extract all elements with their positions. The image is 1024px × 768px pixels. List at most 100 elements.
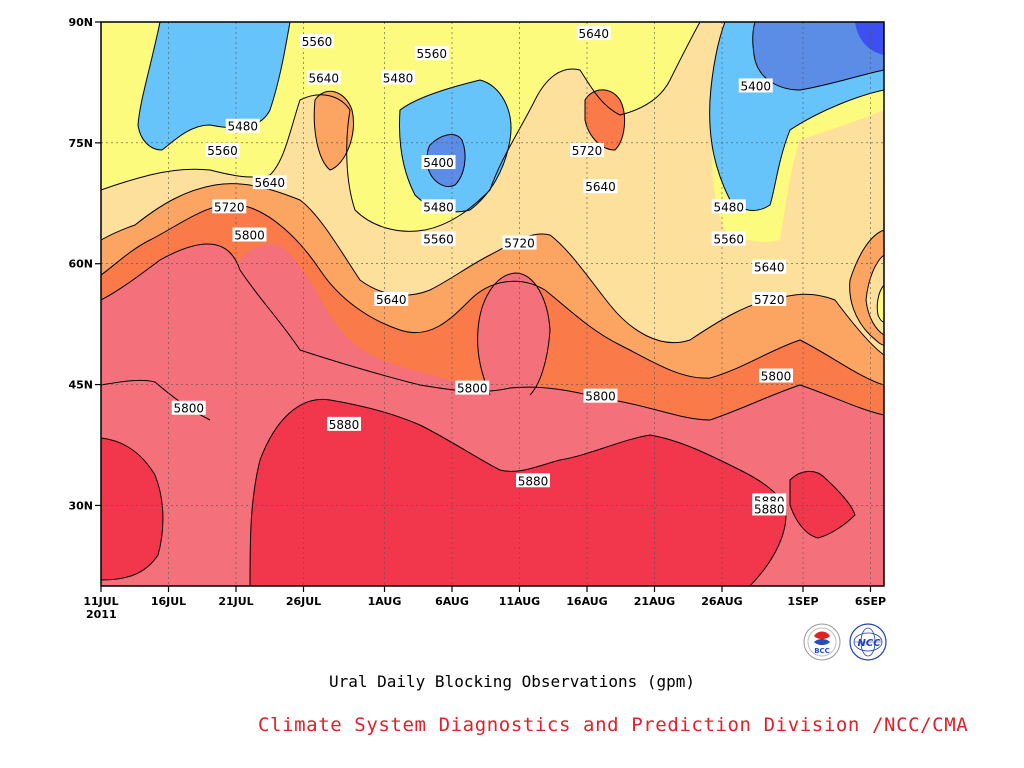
y-tick-label: 30N: [68, 499, 93, 512]
contour-5880-left: [100, 437, 164, 581]
y-tick-label: 45N: [68, 379, 93, 392]
contour-label-box: [583, 179, 618, 194]
contour-5480-a: [137, 21, 291, 151]
contour-label: 5640: [576, 26, 611, 41]
contour-label-box: [576, 26, 611, 41]
x-tick-label: 26JUL: [286, 595, 321, 608]
contour-label-text: 5640: [254, 176, 285, 190]
contour-label: 5400: [421, 155, 456, 170]
contour-label-box: [759, 368, 793, 383]
contour-label: 5400: [738, 78, 773, 93]
band-5400-5480-c: [752, 22, 884, 90]
x-tick-label: 6SEP: [855, 595, 886, 608]
contour-label: 5640: [583, 179, 618, 194]
contour-label-text: 5640: [578, 27, 609, 41]
band-5880-tongue: [477, 273, 550, 395]
y-tick-label: 60N: [68, 258, 93, 271]
contour-label: 5560: [300, 34, 334, 49]
bcc-logo-text: BCC: [814, 647, 830, 655]
contour-5880-tongue: [477, 272, 551, 396]
contour-label: 5560: [205, 142, 240, 158]
contour-label-box: [327, 416, 361, 431]
contour-label-text: 5480: [423, 200, 454, 214]
x-tick-label: 11AUG: [499, 595, 540, 608]
contour-label: 5480: [225, 118, 260, 134]
contour-label-box: [421, 231, 456, 246]
band-5480-5560-a: [138, 22, 290, 150]
contour-label-box: [252, 175, 287, 190]
contour-label: 5880: [516, 473, 550, 488]
contour-label: 5640: [306, 70, 341, 85]
contour-label-box: [414, 46, 449, 61]
contour-label-text: 5560: [713, 233, 744, 247]
x-tick-label: 26AUG: [701, 595, 742, 608]
contour-5800-isle: [584, 89, 626, 151]
contour-label-text: 5800: [173, 402, 204, 416]
contour-label-text: 5800: [761, 370, 792, 384]
contour-label-text: 5880: [329, 418, 360, 432]
band-above-5880: [250, 399, 786, 586]
contour-label: 5720: [570, 142, 604, 158]
contour-label-box: [381, 70, 415, 85]
contour-label: 5720: [212, 199, 247, 214]
contour-label-text: 5880: [754, 502, 785, 516]
contour-label-box: [455, 380, 490, 395]
grid: [101, 22, 884, 586]
contour-label: 5640: [752, 259, 787, 275]
x-year-label: 2011: [86, 608, 117, 621]
contour-label-box: [711, 231, 746, 246]
chart-caption: Ural Daily Blocking Observations (gpm): [328, 672, 696, 691]
contour-label-box: [171, 400, 206, 415]
contour-label-text: 5480: [227, 120, 258, 134]
contour-label-text: 5560: [207, 144, 238, 158]
contour-label-box: [300, 34, 334, 49]
contour-label: 5480: [711, 199, 746, 214]
contour-label: 5480: [421, 199, 456, 214]
contour-label-box: [306, 70, 341, 85]
contour-label-box: [516, 473, 550, 488]
contour-label-box: [205, 142, 240, 157]
contour-label-box: [738, 78, 773, 93]
contour-label-box: [502, 235, 537, 250]
contour-label-text: 5800: [457, 382, 488, 396]
x-tick-label: 1SEP: [787, 595, 818, 608]
contour-label-text: 5400: [740, 79, 771, 93]
contour-5480-b: [399, 79, 512, 213]
band-5880-westlobe: [225, 244, 480, 398]
x-axis: 11JUL 16JUL 21JUL 26JUL 1AUG 6AUG 11AUG 16AUG 21…: [83, 586, 886, 608]
contour-label-text: 5880: [518, 474, 549, 488]
ncc-logo: NCC: [849, 623, 887, 661]
contour-label-box: [752, 259, 787, 274]
bcc-logo: BCC: [803, 623, 841, 661]
contour-label-text: 5720: [754, 293, 785, 307]
contour-label: 5800: [232, 227, 267, 243]
x-tick-label: 21JUL: [218, 595, 253, 608]
contour-label: 5560: [421, 231, 456, 247]
contour-label: 5800: [171, 400, 206, 416]
contour-label-box: [421, 155, 456, 169]
x-tick-label: 16JUL: [151, 595, 186, 608]
contour-right-5560: [876, 284, 885, 323]
x-tick-label: 1AUG: [368, 595, 402, 608]
contour-label: 5560: [711, 231, 746, 247]
contour-label-box: [711, 199, 746, 214]
contour-label-text: 5480: [713, 200, 744, 214]
contour-label-box: [374, 291, 409, 306]
x-tick-label: 16AUG: [566, 595, 607, 608]
contour-label-text: 5720: [504, 237, 535, 251]
contour-label: 5560: [414, 46, 449, 61]
y-tick-label: 90N: [68, 16, 93, 29]
contour-5400-c: [752, 21, 885, 91]
contour-label-box: [421, 199, 456, 214]
contour-label-box: [583, 388, 618, 403]
contour-5880: [249, 398, 787, 587]
ncc-logo-text: NCC: [857, 638, 881, 649]
contour-label-box: [225, 118, 260, 133]
plot-frame: [100, 21, 885, 587]
contour-label-text: 5800: [585, 390, 616, 404]
contour-label-text: 5800: [234, 229, 265, 243]
contour-label: 5720: [502, 235, 537, 251]
y-axis: 90N 75N 60N 45N 30N: [68, 16, 101, 512]
contour-label-box: [752, 291, 787, 306]
contour-label: 5640: [374, 291, 409, 307]
